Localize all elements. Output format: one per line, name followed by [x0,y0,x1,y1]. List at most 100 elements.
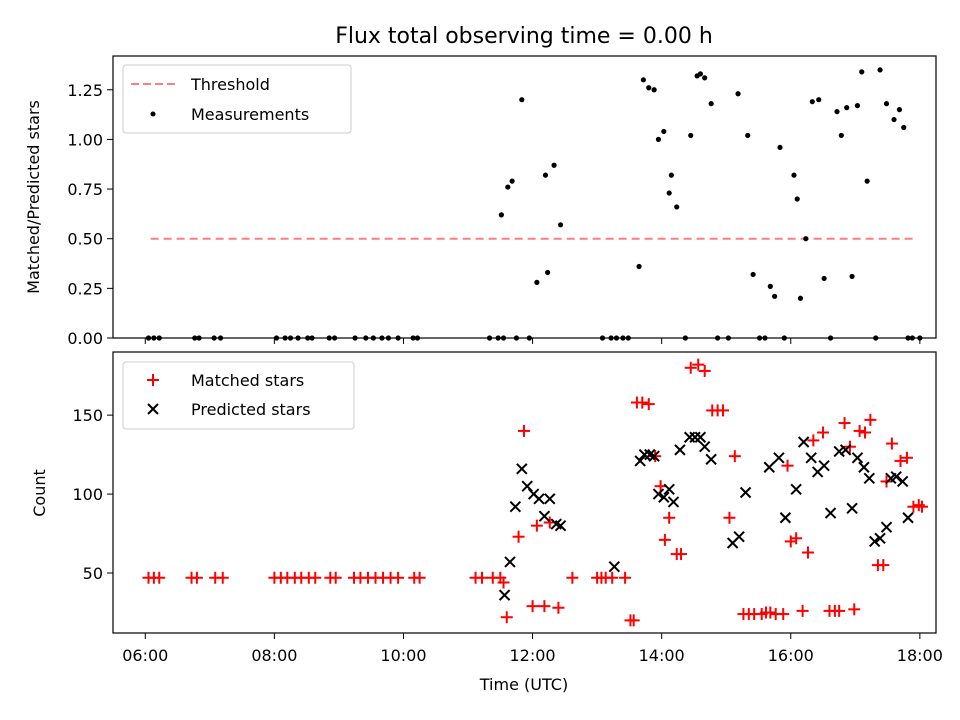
matched-star-marker [216,571,229,584]
measurement-point [651,87,657,93]
matched-star-marker [538,600,551,613]
matched-star-marker [723,511,736,524]
measurement-point [821,275,827,282]
bottom-x-axis: 06:00 08:00 10:00 12:00 14:00 16:00 18:00 [122,633,943,665]
matched-star-marker [692,358,705,371]
measurement-point [772,293,778,299]
top-y-tick-label: 0.00 [67,329,103,348]
matched-star-marker [781,459,794,472]
predicted-star-marker [868,535,881,548]
measurement-point [735,91,741,97]
bottom-y-tick-label: 100 [72,485,103,504]
predicted-star-marker [498,589,511,601]
bottom-x-tick-label: 14:00 [639,646,685,665]
bottom-x-tick-label: 08:00 [251,646,297,665]
bottom-plot-frame [112,351,937,634]
matched-star-marker [858,426,871,439]
measurement-point [661,128,667,135]
legend-predicted-swatch [147,403,159,415]
matched-star-marker [552,601,565,614]
matched-star-marker [663,511,676,524]
measurement-point [791,172,797,178]
measurement-point [640,77,646,83]
predicted-star-marker [516,463,528,475]
measurement-point [901,124,907,131]
matched-star-marker [675,548,688,561]
matched-star-marker [190,571,203,584]
matched-star-marker [833,604,846,617]
predicted-star-marker [739,486,752,499]
predicted-star-marker [773,452,785,464]
measurement-point [809,99,815,105]
measurement-point [666,190,672,196]
measurement-point [509,178,515,184]
measurement-point [883,101,890,107]
matched-star-marker [684,361,697,374]
predicted-star-marker [544,493,556,505]
matched-star-marker [658,533,671,546]
predicted-star-marker [698,441,711,453]
top-y-tick-label: 1.25 [67,81,103,100]
measurement-point [794,196,800,202]
predicted-star-marker [818,459,830,472]
measurement-point [816,97,822,103]
legend-matched-label: Matched stars [191,371,304,390]
predicted-star-marker [797,436,810,448]
legend-threshold-label: Threshold [190,75,270,94]
measurement-point [505,184,511,190]
measurement-point [745,132,751,139]
measurement-point [849,273,855,280]
predicted-star-marker [521,480,533,492]
measurement-point [859,69,865,75]
measurement-point [542,172,549,178]
matched-star-marker [807,434,820,447]
matched-star-marker [848,603,861,616]
matched-star-marker [392,571,405,584]
bottom-x-tick-label: 12:00 [510,646,556,665]
matched-star-marker [497,576,510,589]
measurement-point [674,204,680,210]
matched-star-marker [894,454,907,467]
measurement-point [891,116,897,123]
top-legend: Threshold Measurements [122,64,352,134]
predicted-star-marker [648,450,660,462]
predicted-star-marker [902,512,914,524]
bottom-x-tick-label: 06:00 [122,646,168,665]
predicted-star-marker [896,475,909,488]
predicted-star-marker [779,512,792,524]
measurement-point [834,109,840,115]
predicted-star-marker [538,510,551,522]
bottom-y-tick-label: 150 [72,406,103,425]
measurement-point [864,178,870,184]
measurement-point [646,85,652,91]
predicted-star-marker [733,530,745,543]
predicted-star-marker [509,501,522,513]
measurement-point [838,132,844,139]
measurement-point [519,97,525,103]
bottom-y-axis: 50 100 150 [72,406,113,583]
measurement-point [534,279,540,285]
matched-star-marker [153,571,166,584]
top-y-tick-label: 0.50 [67,230,103,249]
top-y-axis-label: Matched/Predicted stars [24,100,43,294]
predicted-star-marker [554,519,567,532]
predicted-star-marker [674,444,686,456]
bottom-plot: 50 100 150 06:00 08:00 10:00 12:00 14:00 16:00 1… [30,351,943,694]
matched-star-marker [476,571,489,584]
matched-star-marker [526,600,539,613]
matched-star-marker [853,424,866,437]
measurement-point [557,222,564,228]
predicted-star-marker [874,532,886,544]
measurement-point [708,101,714,107]
legend-matched-swatch [147,374,159,386]
top-plot-frame [112,55,937,339]
measurement-point [545,269,551,276]
matched-star-marker [801,546,814,559]
matched-star-marker [654,480,667,493]
predicted-star-marker [880,521,893,533]
matched-star-marker [900,451,913,464]
predicted-star-marker [533,493,545,505]
matched-star-marker [512,530,525,543]
predicted-star-marker [705,453,717,466]
matched-star-marker [566,571,579,584]
